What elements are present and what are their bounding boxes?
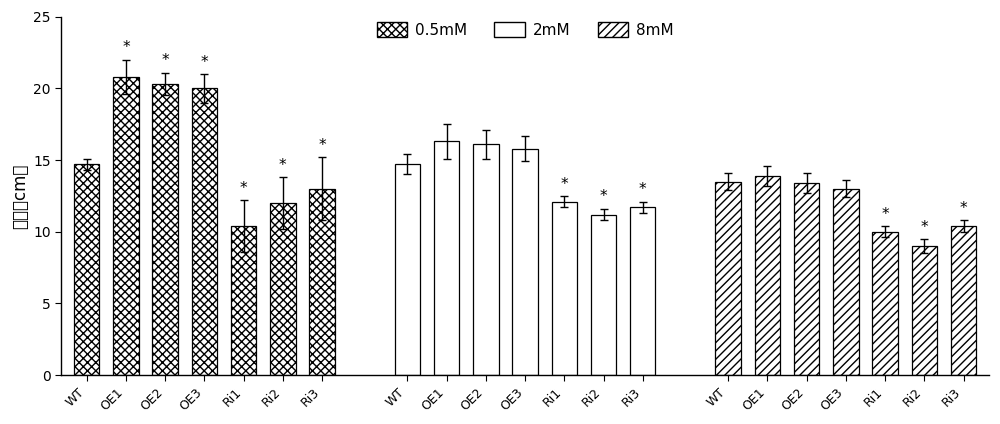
Bar bbox=[630, 207, 655, 375]
Bar bbox=[755, 176, 780, 375]
Bar bbox=[473, 144, 499, 375]
Y-axis label: 根长（cm）: 根长（cm） bbox=[11, 163, 29, 229]
Text: *: * bbox=[201, 55, 208, 70]
Text: *: * bbox=[161, 53, 169, 68]
Text: *: * bbox=[561, 176, 568, 192]
Text: *: * bbox=[920, 220, 928, 234]
Bar bbox=[512, 148, 538, 375]
Bar bbox=[912, 246, 937, 375]
Bar bbox=[434, 141, 459, 375]
Bar bbox=[715, 181, 741, 375]
Bar bbox=[309, 189, 335, 375]
Text: *: * bbox=[639, 182, 647, 197]
Text: *: * bbox=[122, 40, 130, 56]
Text: *: * bbox=[279, 158, 287, 173]
Bar bbox=[152, 84, 178, 375]
Text: *: * bbox=[600, 190, 607, 204]
Bar bbox=[395, 165, 420, 375]
Bar bbox=[591, 215, 616, 375]
Legend: 0.5mM, 2mM, 8mM: 0.5mM, 2mM, 8mM bbox=[372, 17, 678, 42]
Bar bbox=[951, 226, 976, 375]
Bar bbox=[794, 183, 819, 375]
Bar bbox=[833, 189, 859, 375]
Text: *: * bbox=[960, 201, 967, 216]
Bar bbox=[872, 232, 898, 375]
Bar bbox=[74, 165, 99, 375]
Text: *: * bbox=[881, 207, 889, 222]
Text: *: * bbox=[240, 181, 247, 196]
Bar bbox=[552, 202, 577, 375]
Text: *: * bbox=[318, 138, 326, 153]
Bar bbox=[113, 77, 139, 375]
Bar bbox=[231, 226, 256, 375]
Bar bbox=[270, 203, 296, 375]
Bar bbox=[192, 88, 217, 375]
